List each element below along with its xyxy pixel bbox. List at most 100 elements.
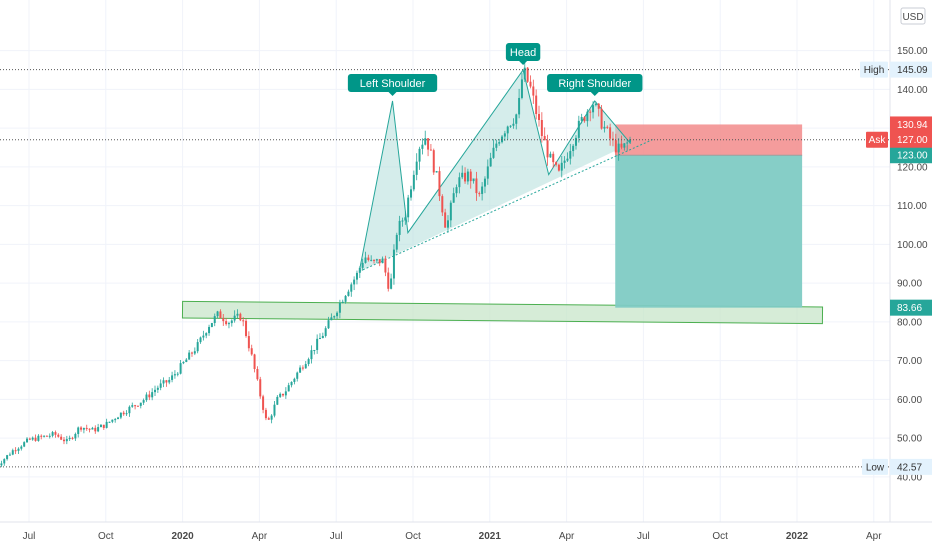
candle-body xyxy=(469,171,472,182)
candle-body xyxy=(108,421,111,423)
x-tick-label: Oct xyxy=(98,531,114,542)
stop-tag-value-bg xyxy=(890,116,932,133)
candle-body xyxy=(520,79,523,98)
pattern-label-1: Head xyxy=(505,42,541,65)
ask-tag-label: Ask xyxy=(869,135,887,146)
candle-body xyxy=(407,197,410,218)
candle-body xyxy=(77,427,80,434)
candle-body xyxy=(373,259,376,261)
candle-body xyxy=(236,313,239,316)
candle-body xyxy=(316,338,319,350)
pattern-label-pointer xyxy=(590,91,599,96)
candle-body xyxy=(589,111,592,113)
candle-body xyxy=(134,405,137,407)
candle-body xyxy=(543,136,546,141)
candle-body xyxy=(503,133,506,137)
candle-body xyxy=(546,140,549,158)
candle-body xyxy=(102,424,105,428)
ask-tag: Ask 127.00 xyxy=(866,131,932,148)
candle-body xyxy=(444,212,447,228)
candle-body xyxy=(489,157,492,167)
candle-body xyxy=(296,372,299,379)
candle-body xyxy=(162,380,165,384)
candle-body xyxy=(574,137,577,146)
candle-body xyxy=(495,143,498,148)
candle-body xyxy=(404,217,407,221)
y-tick-label: 80.00 xyxy=(897,317,922,328)
low-tag-label: Low xyxy=(866,462,885,473)
x-tick-label: 2020 xyxy=(171,531,194,542)
candle-body xyxy=(299,367,302,373)
candle-body xyxy=(512,123,515,126)
high-tag-value: 145.09 xyxy=(897,65,928,76)
candle-body xyxy=(552,153,555,163)
candle-body xyxy=(321,335,324,339)
candle-body xyxy=(455,187,458,194)
currency-box[interactable] xyxy=(900,7,926,25)
candle-body xyxy=(40,435,43,437)
candle-body xyxy=(151,392,154,398)
candle-body xyxy=(262,396,265,410)
candle-body xyxy=(566,158,569,161)
low-tag-value: 42.57 xyxy=(897,462,922,473)
candle-body xyxy=(233,315,236,321)
candle-body xyxy=(472,178,475,182)
candle-body xyxy=(6,455,9,460)
candle-body xyxy=(481,186,484,194)
candle-body xyxy=(276,396,279,405)
candle-body xyxy=(532,86,535,96)
candle-body xyxy=(623,143,626,148)
candle-body xyxy=(313,349,316,351)
candle-body xyxy=(117,417,120,420)
candle-body xyxy=(353,279,356,285)
pattern-layer xyxy=(358,68,653,272)
candle-body xyxy=(253,354,256,369)
candle-body xyxy=(424,138,427,145)
position-layer xyxy=(615,124,803,308)
candle-body xyxy=(17,448,20,451)
target-tag-value-bg xyxy=(890,299,932,316)
candle-body xyxy=(154,389,157,393)
high-tag: High 145.09 xyxy=(860,61,932,78)
pattern-label-bg xyxy=(505,42,541,61)
candle-body xyxy=(338,302,341,313)
candle-body xyxy=(188,352,191,360)
candle-body xyxy=(318,338,321,340)
y-tick-label: 120.00 xyxy=(897,162,928,173)
candle-body xyxy=(222,318,225,322)
candle-body xyxy=(358,267,361,273)
candle-body xyxy=(555,162,558,165)
candle-body xyxy=(80,427,83,430)
low-tag-value-bg xyxy=(890,458,932,475)
candle-body xyxy=(168,379,171,383)
candle-body xyxy=(350,284,353,292)
candle-body xyxy=(327,320,330,329)
candle-body xyxy=(620,143,623,148)
grid-layer xyxy=(0,0,890,522)
candle-body xyxy=(333,316,336,318)
candle-body xyxy=(43,435,46,437)
candle-body xyxy=(301,367,304,369)
candle-body xyxy=(259,379,262,397)
candle-body xyxy=(202,335,205,338)
candle-body xyxy=(572,145,575,152)
candle-body xyxy=(57,434,60,437)
candle-body xyxy=(606,126,609,128)
candle-body xyxy=(242,320,245,322)
candle-body xyxy=(324,328,327,336)
candle-body xyxy=(0,463,3,466)
pattern-label-text: Left Shoulder xyxy=(360,78,426,90)
candle-body xyxy=(247,336,250,349)
pattern-label-pointer xyxy=(388,91,397,96)
stop-tag: 130.94 xyxy=(890,116,932,133)
candle-body xyxy=(284,391,287,396)
candle-body xyxy=(492,147,495,158)
candle-body xyxy=(367,257,370,261)
candle-body xyxy=(139,402,142,406)
candle-body xyxy=(176,373,179,375)
candle-body xyxy=(304,364,307,369)
x-tick-label: Jul xyxy=(637,531,650,542)
candle-body xyxy=(111,419,114,422)
candle-body xyxy=(3,459,6,464)
candle-body xyxy=(614,140,617,153)
